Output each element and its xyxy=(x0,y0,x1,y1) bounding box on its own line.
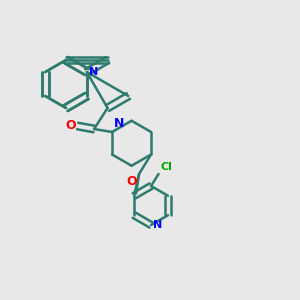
Text: N: N xyxy=(152,220,162,230)
Text: N: N xyxy=(89,67,98,77)
Text: Cl: Cl xyxy=(160,162,172,172)
Text: N: N xyxy=(114,118,124,130)
Text: O: O xyxy=(66,119,76,133)
Text: O: O xyxy=(126,176,136,188)
